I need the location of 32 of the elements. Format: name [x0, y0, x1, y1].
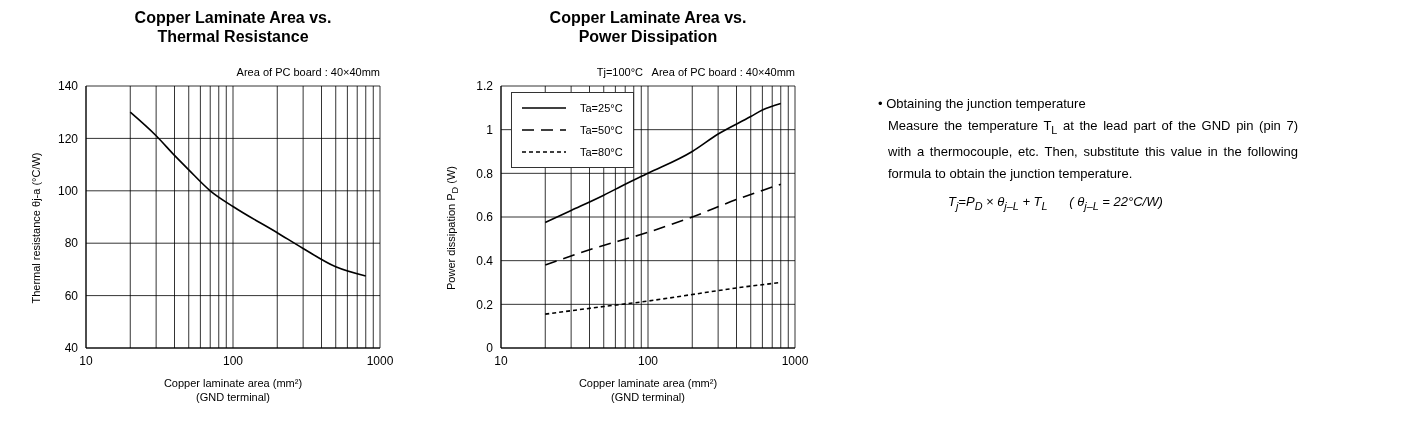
text: T$_{j}$=P$_{D}$ × θ$_{j–L}$ + T$_{L}$ ( θ$_{j–L}$ = 22°C/W)	[948, 193, 1163, 212]
text: • Obtaining the junction temperature	[878, 95, 1087, 113]
y-tick-label: 1	[486, 122, 494, 137]
y-tick-label: 1.2	[476, 79, 494, 94]
y-tick-label: 0.6	[476, 210, 494, 225]
x-tick-label: 1000	[781, 353, 809, 368]
legend-label: Ta=50°C	[580, 124, 623, 136]
y-tick-label: 100	[57, 184, 79, 199]
y-tick-label: 0	[486, 341, 494, 356]
y-axis-title: Thermal resistance θj-a (°C/W)	[30, 151, 42, 306]
chart-title: Copper Laminate Area vs. Thermal Resistance	[133, 8, 333, 46]
text: Tj=100°C Area of PC board : 40×40mm	[596, 66, 795, 78]
x-axis-title: Copper laminate area (mm²) (GND terminal)	[577, 376, 719, 404]
x-axis-title: Copper laminate area (mm²) (GND terminal)	[162, 376, 304, 404]
chart-title: Copper Laminate Area vs. Power Dissipation	[548, 8, 748, 46]
y-tick-label: 0.8	[476, 166, 494, 181]
y-tick-label: 80	[64, 236, 79, 251]
y-tick-label: 40	[64, 341, 79, 356]
text: Measure the temperature T$_{L}$ at the lead part of the GND pin (pin 7) with a thermocouple, etc. Then, substitute this value in the following formula to obtain the junction temperature.	[888, 117, 1298, 183]
x-tick-label: 1000	[366, 353, 394, 368]
y-tick-label: 140	[57, 79, 79, 94]
y-tick-label: 0.4	[476, 253, 494, 268]
y-tick-label: 0.2	[476, 297, 494, 312]
legend-label: Ta=25°C	[580, 102, 623, 114]
x-tick-label: 10	[494, 353, 508, 368]
y-tick-label: 60	[64, 288, 79, 303]
text: Area of PC board : 40×40mm	[236, 66, 380, 78]
x-tick-label: 100	[222, 353, 244, 368]
x-tick-label: 100	[637, 353, 659, 368]
x-tick-label: 10	[79, 353, 93, 368]
legend-label: Ta=80°C	[580, 146, 623, 158]
y-tick-label: 120	[57, 131, 79, 146]
